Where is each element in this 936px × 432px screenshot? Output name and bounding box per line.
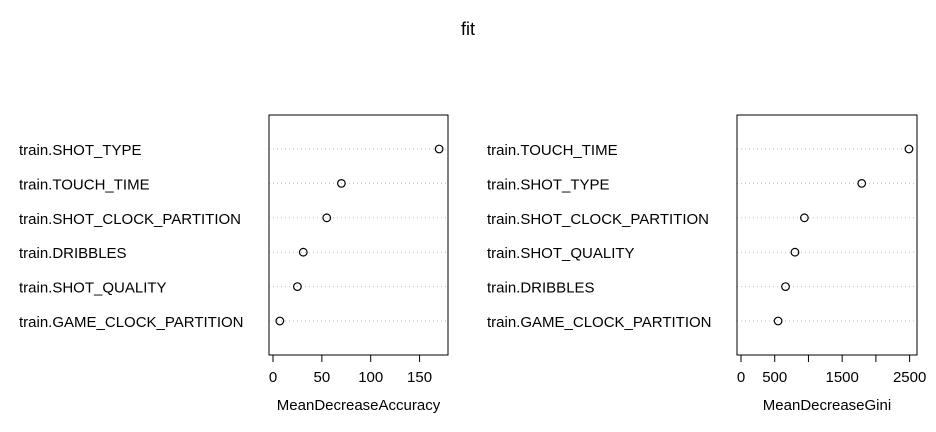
row-label: train.DRIBBLES [19,245,127,262]
row-label: train.GAME_CLOCK_PARTITION [19,314,244,331]
data-point [781,282,790,292]
data-point [298,247,308,257]
row-label: train.DRIBBLES [487,280,595,297]
x-axis-label: MeanDecreaseAccuracy [277,397,441,414]
plot-frame [268,114,449,356]
x-tick-label: 0 [737,369,745,386]
row-label: train.GAME_CLOCK_PARTITION [487,314,712,331]
x-tick-label: 50 [314,369,331,386]
x-tick-label: 1500 [825,369,858,386]
row-label: train.SHOT_CLOCK_PARTITION [19,211,241,228]
data-point [322,213,332,223]
x-tick-label: 100 [358,369,383,386]
data-point [337,178,346,188]
data-point [800,213,809,223]
chart-title: fit [461,19,475,39]
dotchart-panel-2: train.TOUCH_TIME train.SHOT_TYPE train.SHO… [487,114,926,414]
data-point [434,144,444,154]
row-label: train.TOUCH_TIME [487,142,618,159]
data-point [275,316,285,326]
data-point [790,247,800,257]
row-label: train.SHOT_TYPE [19,142,142,159]
row-label: train.SHOT_CLOCK_PARTITION [487,211,709,228]
x-axis-label: MeanDecreaseGini [763,397,891,414]
dotchart-panel-1: train.SHOT_TYPE train.TOUCH_TIME train.SHO… [19,114,449,414]
row-label: train.SHOT_TYPE [487,176,610,193]
data-point [857,178,867,188]
x-tick-label: 2500 [893,369,926,386]
row-label: train.SHOT_QUALITY [19,280,167,297]
x-tick-label: 0 [269,369,277,386]
data-point [773,316,783,326]
row-label: train.SHOT_QUALITY [487,245,635,262]
plot-frame [736,114,918,356]
x-tick-label: 150 [407,369,432,386]
row-label: train.TOUCH_TIME [19,176,150,193]
x-tick-label: 500 [762,369,787,386]
data-point [904,144,914,154]
data-point [293,282,302,292]
